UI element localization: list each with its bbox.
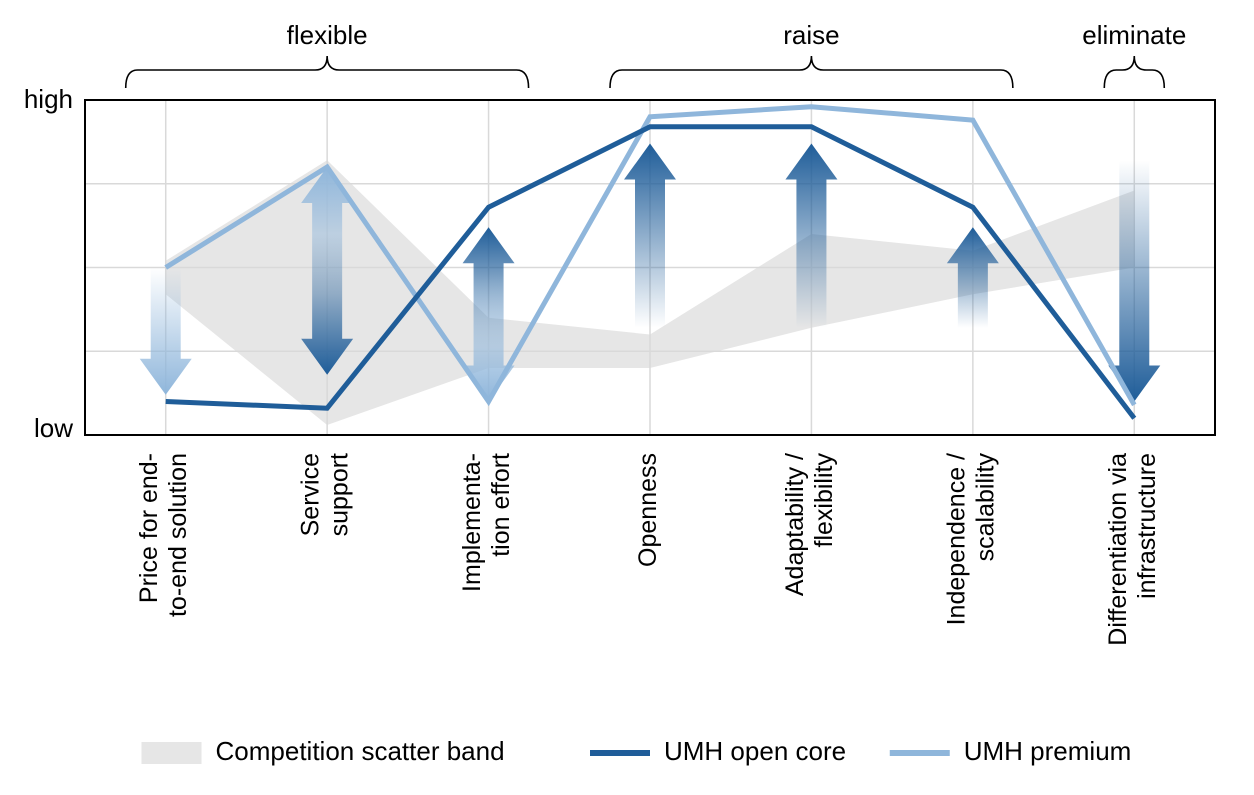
bracket-1 <box>610 56 1013 88</box>
x-axis-label-3: Openness <box>634 453 662 567</box>
svg-text:Differentiation via: Differentiation via <box>1104 453 1132 646</box>
svg-text:support: support <box>326 453 354 536</box>
svg-text:to-end solution: to-end solution <box>164 453 192 617</box>
svg-text:infrastructure: infrastructure <box>1133 453 1161 599</box>
x-axis-label-6: Differentiation viainfrastructure <box>1104 453 1161 646</box>
svg-text:Adaptability /: Adaptability / <box>781 453 809 596</box>
legend-label-1: UMH open core <box>664 736 846 766</box>
x-axis-label-4: Adaptability /flexibility <box>781 453 838 597</box>
legend-swatch-band <box>142 742 202 764</box>
x-axis-label-0: Price for end-to-end solution <box>135 453 192 617</box>
bracket-label-2: eliminate <box>1082 20 1186 50</box>
svg-text:Implementa-: Implementa- <box>458 453 486 592</box>
legend-item-1: UMH open core <box>590 736 846 766</box>
x-axis-label-5: Independence /scalability <box>942 453 999 626</box>
arrow-up-cat-3 <box>624 144 676 328</box>
legend-item-2: UMH premium <box>890 736 1132 766</box>
svg-text:Independence /: Independence / <box>942 453 970 625</box>
arrow-down-cat-6 <box>1108 160 1160 401</box>
strategy-canvas-chart: high low Price for end-to-end solution Serv… <box>0 0 1254 795</box>
legend-label-2: UMH premium <box>964 736 1132 766</box>
legend-label-0: Competition scatter band <box>216 736 505 766</box>
svg-text:flexibility: flexibility <box>810 453 838 548</box>
svg-text:scalability: scalability <box>971 453 999 562</box>
bracket-label-1: raise <box>783 20 839 50</box>
svg-text:Price for end-: Price for end- <box>135 453 163 603</box>
legend-item-0: Competition scatter band <box>142 736 505 766</box>
svg-text:Openness: Openness <box>634 453 662 567</box>
x-axis-label-1: Servicesupport <box>297 453 354 536</box>
svg-text:Service: Service <box>297 453 325 536</box>
x-axis-label-2: Implementa-tion effort <box>458 453 515 592</box>
bracket-2 <box>1104 56 1164 88</box>
svg-text:tion effort: tion effort <box>487 453 515 557</box>
y-axis-low-label: low <box>34 413 73 443</box>
bracket-0 <box>126 56 529 88</box>
bracket-label-0: flexible <box>287 20 368 50</box>
y-axis-high-label: high <box>24 84 73 114</box>
